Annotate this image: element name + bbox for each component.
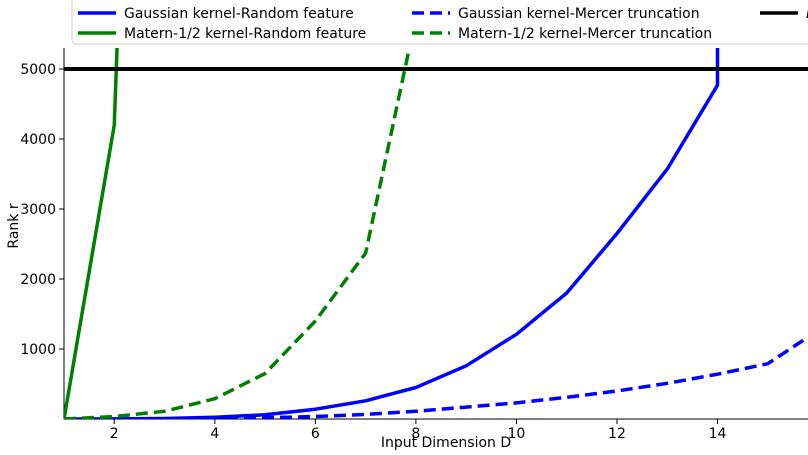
series-layer bbox=[64, 48, 808, 419]
legend-label: Gaussian kernel-Mercer truncation bbox=[458, 6, 700, 22]
y-tick-label: 4000 bbox=[20, 132, 56, 148]
x-tick-label: 4 bbox=[210, 426, 219, 442]
y-tick-label: 5000 bbox=[20, 62, 56, 78]
legend-label: N bbox=[806, 6, 808, 22]
legend-label: Matern-1/2 kernel-Mercer truncation bbox=[458, 26, 712, 42]
series-line-4 bbox=[64, 48, 412, 419]
x-tick-label: 8 bbox=[411, 426, 420, 442]
legend-label: Matern-1/2 kernel-Random feature bbox=[124, 26, 366, 42]
series-line-3 bbox=[64, 48, 119, 419]
y-axis-label: Rank r bbox=[6, 203, 22, 248]
y-tick-label: 2000 bbox=[20, 272, 56, 288]
series-line-2 bbox=[64, 335, 808, 419]
legend-box bbox=[71, 0, 808, 45]
x-tick-label: 14 bbox=[709, 426, 727, 442]
series-line-1 bbox=[64, 48, 720, 419]
x-tick-label: 10 bbox=[508, 426, 526, 442]
x-tick-label: 2 bbox=[110, 426, 119, 442]
x-tick-label: 6 bbox=[311, 426, 320, 442]
legend: Gaussian kernel-Random feature Gaussian k… bbox=[71, 0, 808, 45]
y-tick-label: 1000 bbox=[20, 342, 56, 358]
axes bbox=[63, 48, 808, 420]
x-tick-label: 12 bbox=[608, 426, 626, 442]
y-tick-label: 3000 bbox=[20, 202, 56, 218]
legend-label: Gaussian kernel-Random feature bbox=[124, 6, 354, 22]
x-axis-label: Input Dimension D bbox=[381, 435, 511, 451]
ticks: 2 4 6 8 10 12 14 1000 2000 3000 4000 5000 bbox=[20, 62, 726, 442]
